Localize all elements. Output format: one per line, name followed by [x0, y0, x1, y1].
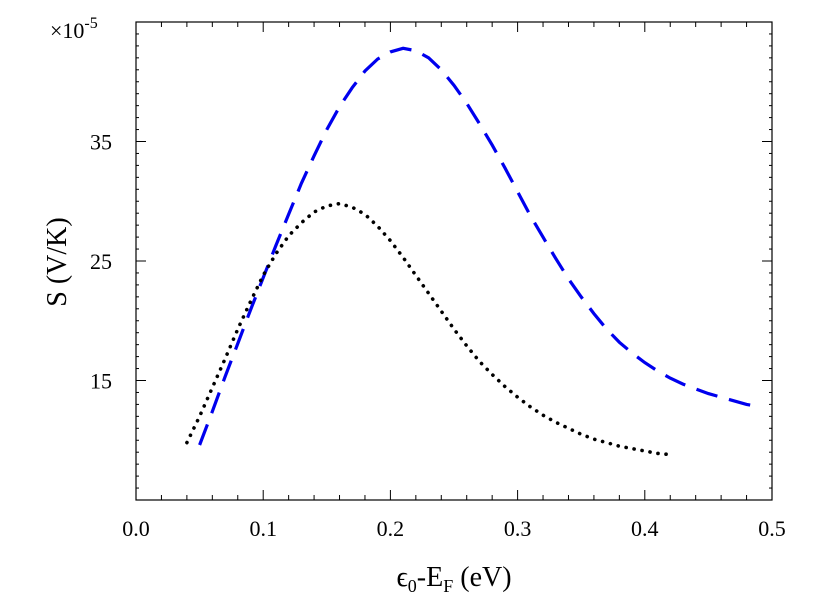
x-tick-label: 0.4 — [631, 516, 659, 541]
dashed-series-line — [198, 46, 760, 446]
x-tick-labels: 0.0 0.1 0.2 0.3 0.4 0.5 — [122, 516, 786, 541]
y-tick-label: 15 — [90, 369, 112, 394]
x-axis-title-symbol: ϵ — [396, 562, 407, 593]
x-axis-title: ϵ0-EF (eV) — [396, 562, 511, 596]
x-axis-title-mid-sub: F — [443, 576, 453, 596]
y-multiplier-exponent: -5 — [84, 15, 97, 32]
y-multiplier-base: ×10 — [50, 18, 84, 43]
x-tick-label: 0.1 — [249, 516, 277, 541]
x-axis-title-mid: -E — [417, 562, 443, 593]
y-axis-title: S (V/K) — [42, 217, 73, 306]
y-tick-label: 25 — [90, 249, 112, 274]
plot-frame — [135, 21, 773, 501]
x-tick-label: 0.3 — [504, 516, 532, 541]
y-tick-labels: 15 25 35 — [90, 130, 112, 394]
y-multiplier: ×10-5 — [50, 15, 98, 43]
series-layer — [185, 46, 760, 457]
x-axis-title-unit: (eV) — [453, 562, 511, 593]
x-tick-label: 0.2 — [377, 516, 405, 541]
x-tick-label: 0.5 — [758, 516, 786, 541]
x-tick-label: 0.0 — [122, 516, 150, 541]
dotted-series-line — [185, 201, 672, 457]
x-axis-title-symbol-sub: 0 — [408, 576, 417, 596]
tick-marks — [136, 22, 772, 500]
y-tick-label: 35 — [90, 130, 112, 155]
